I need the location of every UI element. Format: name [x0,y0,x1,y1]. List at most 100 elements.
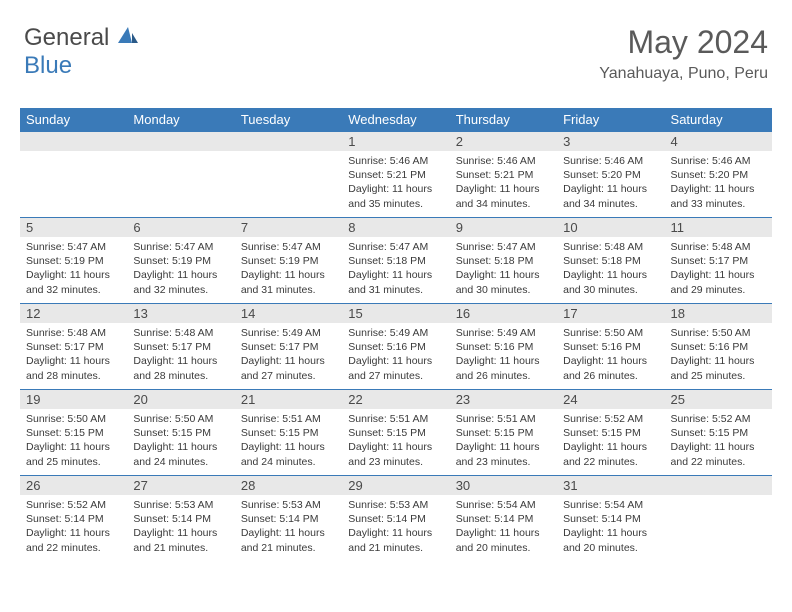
day-info: Sunrise: 5:47 AMSunset: 5:19 PMDaylight:… [127,237,234,303]
day-number: 13 [127,303,234,323]
calendar-cell: 5Sunrise: 5:47 AMSunset: 5:19 PMDaylight… [20,217,127,303]
day-info: Sunrise: 5:52 AMSunset: 5:15 PMDaylight:… [557,409,664,475]
calendar-cell [20,131,127,217]
calendar-cell: 6Sunrise: 5:47 AMSunset: 5:19 PMDaylight… [127,217,234,303]
calendar-cell [235,131,342,217]
day-info: Sunrise: 5:53 AMSunset: 5:14 PMDaylight:… [127,495,234,561]
day-number: 31 [557,475,664,495]
calendar-cell: 17Sunrise: 5:50 AMSunset: 5:16 PMDayligh… [557,303,664,389]
calendar-cell: 15Sunrise: 5:49 AMSunset: 5:16 PMDayligh… [342,303,449,389]
day-number: 16 [450,303,557,323]
calendar-cell: 21Sunrise: 5:51 AMSunset: 5:15 PMDayligh… [235,389,342,475]
calendar-row: 19Sunrise: 5:50 AMSunset: 5:15 PMDayligh… [20,389,772,475]
calendar-cell: 3Sunrise: 5:46 AMSunset: 5:20 PMDaylight… [557,131,664,217]
logo-text-general: General [24,24,109,51]
calendar-cell [665,475,772,561]
calendar-cell: 22Sunrise: 5:51 AMSunset: 5:15 PMDayligh… [342,389,449,475]
calendar-cell: 19Sunrise: 5:50 AMSunset: 5:15 PMDayligh… [20,389,127,475]
day-info: Sunrise: 5:48 AMSunset: 5:18 PMDaylight:… [557,237,664,303]
calendar-cell: 30Sunrise: 5:54 AMSunset: 5:14 PMDayligh… [450,475,557,561]
logo-text-blue: Blue [24,52,72,79]
calendar-row: 1Sunrise: 5:46 AMSunset: 5:21 PMDaylight… [20,131,772,217]
calendar-cell: 23Sunrise: 5:51 AMSunset: 5:15 PMDayligh… [450,389,557,475]
day-number: 15 [342,303,449,323]
day-number: 17 [557,303,664,323]
day-number: 21 [235,389,342,409]
day-info: Sunrise: 5:50 AMSunset: 5:16 PMDaylight:… [557,323,664,389]
calendar-cell: 4Sunrise: 5:46 AMSunset: 5:20 PMDaylight… [665,131,772,217]
calendar-table: SundayMondayTuesdayWednesdayThursdayFrid… [20,108,772,561]
calendar-row: 26Sunrise: 5:52 AMSunset: 5:14 PMDayligh… [20,475,772,561]
day-info: Sunrise: 5:49 AMSunset: 5:16 PMDaylight:… [342,323,449,389]
day-number: 10 [557,217,664,237]
day-info: Sunrise: 5:46 AMSunset: 5:21 PMDaylight:… [342,151,449,217]
day-number: 20 [127,389,234,409]
day-number: 9 [450,217,557,237]
weekday-header: Tuesday [235,108,342,131]
day-info: Sunrise: 5:46 AMSunset: 5:20 PMDaylight:… [557,151,664,217]
weekday-header: Monday [127,108,234,131]
calendar-cell: 13Sunrise: 5:48 AMSunset: 5:17 PMDayligh… [127,303,234,389]
calendar-cell: 24Sunrise: 5:52 AMSunset: 5:15 PMDayligh… [557,389,664,475]
calendar-cell: 20Sunrise: 5:50 AMSunset: 5:15 PMDayligh… [127,389,234,475]
day-info: Sunrise: 5:48 AMSunset: 5:17 PMDaylight:… [665,237,772,303]
day-number-empty [127,131,234,151]
calendar-cell: 29Sunrise: 5:53 AMSunset: 5:14 PMDayligh… [342,475,449,561]
calendar-cell: 31Sunrise: 5:54 AMSunset: 5:14 PMDayligh… [557,475,664,561]
weekday-header-row: SundayMondayTuesdayWednesdayThursdayFrid… [20,108,772,131]
day-info: Sunrise: 5:48 AMSunset: 5:17 PMDaylight:… [20,323,127,389]
day-number: 4 [665,131,772,151]
day-number: 28 [235,475,342,495]
calendar-cell: 27Sunrise: 5:53 AMSunset: 5:14 PMDayligh… [127,475,234,561]
day-info: Sunrise: 5:46 AMSunset: 5:21 PMDaylight:… [450,151,557,217]
calendar-cell: 16Sunrise: 5:49 AMSunset: 5:16 PMDayligh… [450,303,557,389]
day-number: 27 [127,475,234,495]
day-info: Sunrise: 5:49 AMSunset: 5:16 PMDaylight:… [450,323,557,389]
day-info: Sunrise: 5:47 AMSunset: 5:18 PMDaylight:… [342,237,449,303]
day-number: 30 [450,475,557,495]
day-info: Sunrise: 5:46 AMSunset: 5:20 PMDaylight:… [665,151,772,217]
calendar-cell: 11Sunrise: 5:48 AMSunset: 5:17 PMDayligh… [665,217,772,303]
day-number: 1 [342,131,449,151]
weekday-header: Friday [557,108,664,131]
weekday-header: Thursday [450,108,557,131]
day-number: 19 [20,389,127,409]
day-number: 2 [450,131,557,151]
calendar-cell [127,131,234,217]
calendar-cell: 7Sunrise: 5:47 AMSunset: 5:19 PMDaylight… [235,217,342,303]
calendar-cell: 25Sunrise: 5:52 AMSunset: 5:15 PMDayligh… [665,389,772,475]
day-info: Sunrise: 5:53 AMSunset: 5:14 PMDaylight:… [342,495,449,561]
calendar-cell: 9Sunrise: 5:47 AMSunset: 5:18 PMDaylight… [450,217,557,303]
calendar-cell: 14Sunrise: 5:49 AMSunset: 5:17 PMDayligh… [235,303,342,389]
day-number: 22 [342,389,449,409]
day-info: Sunrise: 5:51 AMSunset: 5:15 PMDaylight:… [235,409,342,475]
day-number: 11 [665,217,772,237]
day-info: Sunrise: 5:50 AMSunset: 5:15 PMDaylight:… [20,409,127,475]
calendar-cell: 2Sunrise: 5:46 AMSunset: 5:21 PMDaylight… [450,131,557,217]
day-info: Sunrise: 5:47 AMSunset: 5:18 PMDaylight:… [450,237,557,303]
day-number: 24 [557,389,664,409]
logo: General Blue [24,24,138,80]
day-number: 3 [557,131,664,151]
day-number: 6 [127,217,234,237]
day-info: Sunrise: 5:49 AMSunset: 5:17 PMDaylight:… [235,323,342,389]
day-number: 12 [20,303,127,323]
calendar-cell: 12Sunrise: 5:48 AMSunset: 5:17 PMDayligh… [20,303,127,389]
day-number: 23 [450,389,557,409]
calendar-cell: 18Sunrise: 5:50 AMSunset: 5:16 PMDayligh… [665,303,772,389]
day-number: 8 [342,217,449,237]
month-title: May 2024 [599,24,768,61]
day-number-empty [235,131,342,151]
day-number: 25 [665,389,772,409]
calendar-cell: 28Sunrise: 5:53 AMSunset: 5:14 PMDayligh… [235,475,342,561]
day-info: Sunrise: 5:51 AMSunset: 5:15 PMDaylight:… [342,409,449,475]
calendar-row: 5Sunrise: 5:47 AMSunset: 5:19 PMDaylight… [20,217,772,303]
weekday-header: Wednesday [342,108,449,131]
day-info: Sunrise: 5:50 AMSunset: 5:15 PMDaylight:… [127,409,234,475]
calendar-cell: 10Sunrise: 5:48 AMSunset: 5:18 PMDayligh… [557,217,664,303]
day-info: Sunrise: 5:54 AMSunset: 5:14 PMDaylight:… [450,495,557,561]
day-info: Sunrise: 5:52 AMSunset: 5:15 PMDaylight:… [665,409,772,475]
weekday-header: Saturday [665,108,772,131]
day-info: Sunrise: 5:50 AMSunset: 5:16 PMDaylight:… [665,323,772,389]
day-info: Sunrise: 5:47 AMSunset: 5:19 PMDaylight:… [235,237,342,303]
